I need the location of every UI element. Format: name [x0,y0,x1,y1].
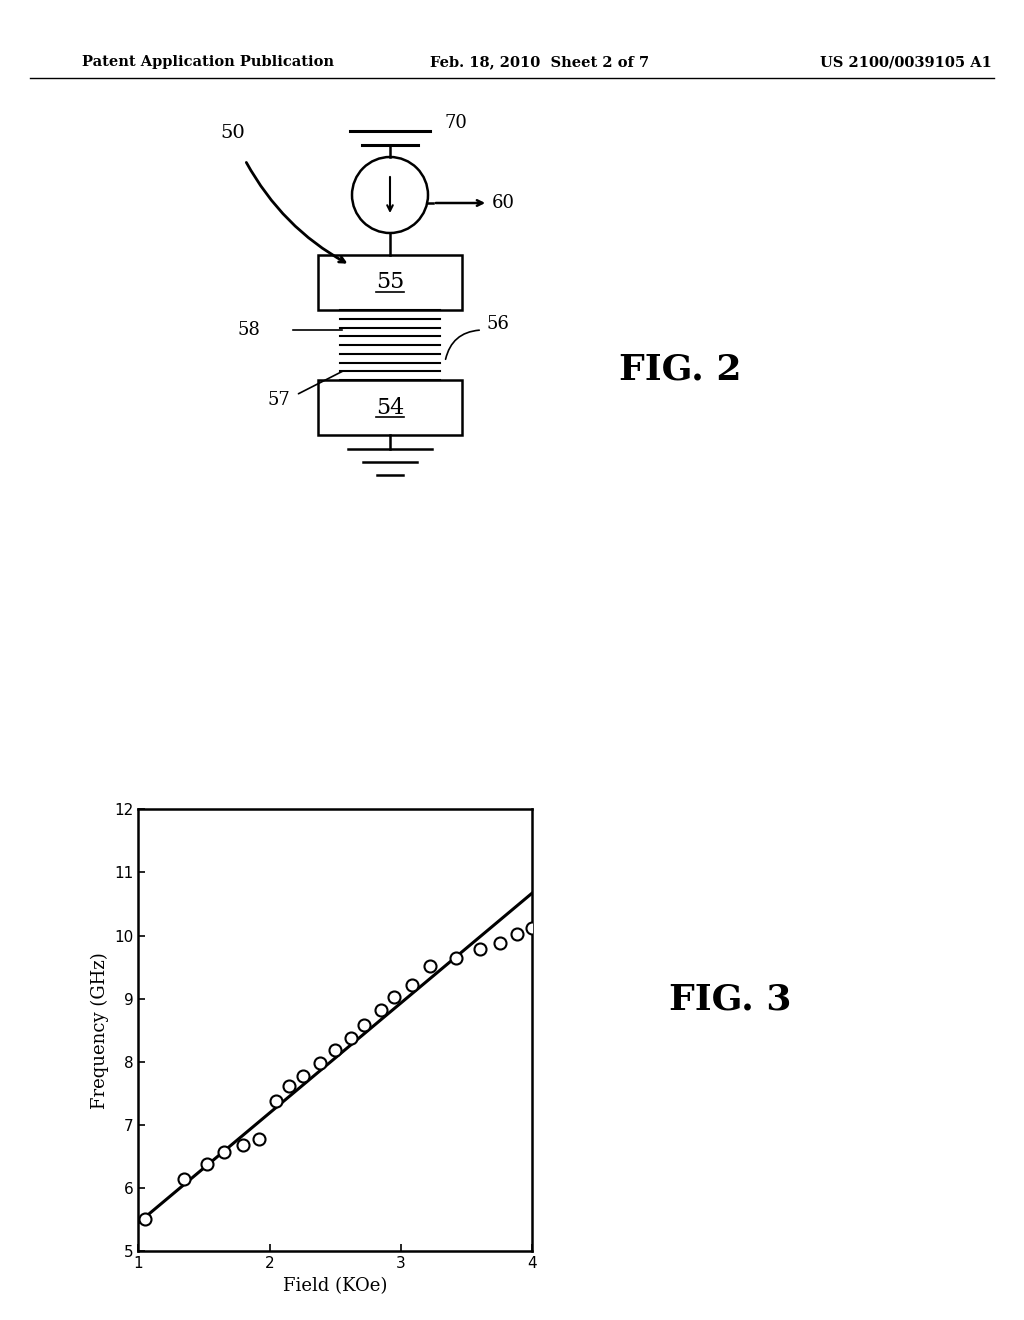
Point [524,917,541,939]
Point [328,1040,344,1061]
Point [449,946,465,968]
Text: 60: 60 [492,194,515,213]
Text: Feb. 18, 2010  Sheet 2 of 7: Feb. 18, 2010 Sheet 2 of 7 [430,55,649,69]
Text: FIG. 2: FIG. 2 [618,352,741,387]
Point [176,1168,193,1189]
Text: 50: 50 [220,124,246,143]
Point [294,1065,310,1086]
Point [509,924,525,945]
X-axis label: Field (KOe): Field (KOe) [284,1276,387,1295]
Point [356,1015,373,1036]
Text: Patent Application Publication: Patent Application Publication [82,55,334,69]
Point [422,956,438,977]
Text: US 2100/0039105 A1: US 2100/0039105 A1 [820,55,992,69]
Point [251,1129,267,1150]
Text: 54: 54 [376,396,404,418]
Bar [318,380,462,436]
Point [492,932,508,953]
Point [215,1140,231,1162]
Point [343,1027,359,1048]
Point [373,999,389,1020]
Point [386,987,402,1008]
Text: FIG. 3: FIG. 3 [669,983,792,1016]
Point [236,1135,252,1156]
Point [311,1052,328,1073]
Y-axis label: Frequency (GHz): Frequency (GHz) [90,952,109,1109]
Point [403,974,420,995]
Text: 57: 57 [267,391,290,409]
Text: 56: 56 [486,315,509,333]
Text: 58: 58 [238,321,260,339]
Point [268,1090,285,1111]
Text: 55: 55 [376,272,404,293]
Bar [318,255,462,310]
Point [199,1154,215,1175]
Point [282,1076,298,1097]
Point [136,1208,153,1229]
Text: 70: 70 [445,114,468,132]
Point [472,939,488,960]
